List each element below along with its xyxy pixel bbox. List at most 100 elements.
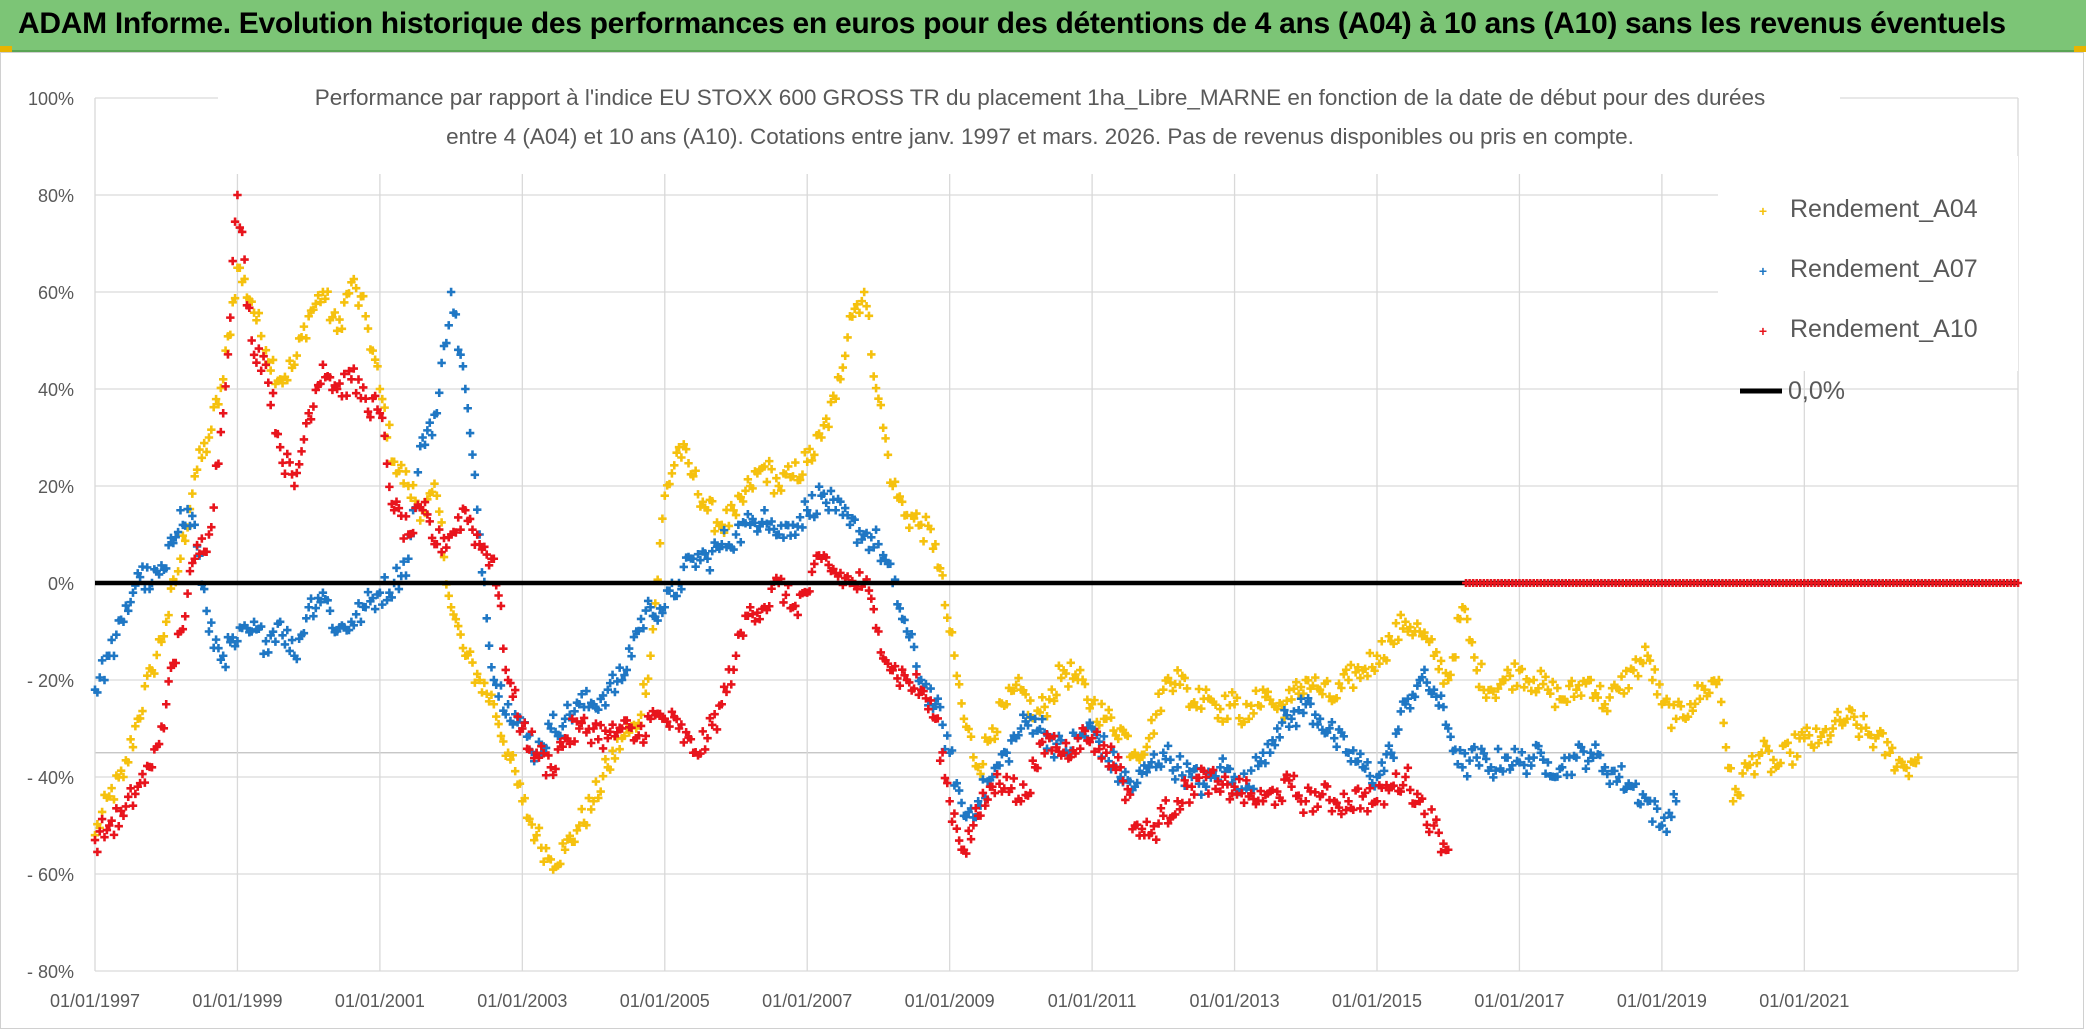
point-a04 bbox=[1118, 725, 1128, 735]
point-a10 bbox=[703, 734, 712, 743]
point-a04 bbox=[1676, 702, 1686, 711]
point-a10 bbox=[273, 429, 283, 439]
point-a04 bbox=[1311, 673, 1320, 682]
point-a07 bbox=[95, 673, 104, 682]
point-a04 bbox=[1600, 700, 1610, 709]
point-a07 bbox=[769, 524, 779, 534]
point-a04 bbox=[1080, 679, 1090, 689]
point-a04 bbox=[800, 448, 810, 457]
point-a10 bbox=[437, 547, 446, 557]
point-a07 bbox=[1332, 742, 1341, 752]
point-a10 bbox=[202, 547, 211, 557]
point-a10 bbox=[1337, 809, 1346, 819]
point-a10 bbox=[499, 644, 508, 653]
point-a10 bbox=[1299, 808, 1308, 817]
point-a04 bbox=[1847, 706, 1857, 715]
point-a10 bbox=[558, 742, 567, 751]
point-a10 bbox=[1258, 797, 1268, 806]
point-a10 bbox=[539, 749, 548, 758]
point-a04 bbox=[1816, 732, 1826, 741]
point-a04 bbox=[838, 363, 848, 372]
point-a07 bbox=[978, 775, 988, 784]
point-a04 bbox=[430, 479, 439, 488]
point-a04 bbox=[681, 445, 691, 454]
point-a10 bbox=[370, 391, 380, 401]
point-a10 bbox=[107, 816, 116, 825]
point-a10 bbox=[221, 382, 230, 391]
point-a04 bbox=[841, 351, 850, 361]
point-a04 bbox=[1650, 665, 1659, 674]
point-a10 bbox=[1121, 795, 1130, 805]
point-a07 bbox=[1230, 772, 1239, 782]
point-a07 bbox=[1382, 750, 1391, 759]
point-a04 bbox=[1828, 724, 1838, 733]
point-a07 bbox=[705, 566, 715, 575]
point-a04 bbox=[1489, 687, 1498, 696]
point-a04 bbox=[401, 467, 411, 476]
point-a10 bbox=[332, 384, 342, 394]
point-a04 bbox=[748, 484, 757, 493]
x-tick-label: 01/01/2005 bbox=[620, 991, 710, 1011]
point-a07 bbox=[304, 603, 313, 612]
point-a07 bbox=[261, 637, 271, 646]
point-a07 bbox=[489, 675, 499, 685]
point-a10 bbox=[603, 734, 612, 743]
point-a07 bbox=[1657, 821, 1667, 830]
point-a10 bbox=[520, 718, 529, 728]
point-a07 bbox=[1379, 766, 1389, 776]
point-a04 bbox=[1159, 685, 1168, 694]
point-a07 bbox=[1465, 756, 1474, 765]
point-a04 bbox=[1750, 770, 1759, 779]
point-a10 bbox=[807, 567, 817, 577]
point-a10 bbox=[1372, 797, 1382, 806]
point-a07 bbox=[1296, 694, 1306, 703]
point-a10 bbox=[921, 694, 931, 703]
point-a04 bbox=[1638, 658, 1648, 668]
point-a07 bbox=[154, 570, 164, 579]
point-a07 bbox=[548, 710, 558, 720]
point-a04 bbox=[1529, 675, 1538, 685]
point-a10 bbox=[259, 352, 268, 361]
point-a04 bbox=[1721, 743, 1731, 752]
point-a04 bbox=[1372, 651, 1382, 660]
point-a10 bbox=[119, 811, 128, 820]
point-a07 bbox=[643, 596, 653, 606]
point-a04 bbox=[1541, 672, 1550, 682]
point-a07 bbox=[741, 519, 750, 528]
point-a10 bbox=[252, 358, 261, 367]
point-a10 bbox=[1199, 766, 1208, 776]
point-a04 bbox=[1083, 695, 1092, 704]
x-tick-label: 01/01/2001 bbox=[335, 991, 425, 1011]
point-a10 bbox=[511, 685, 520, 695]
point-a10 bbox=[1173, 797, 1182, 806]
point-a10 bbox=[710, 709, 719, 719]
point-a04 bbox=[1190, 698, 1199, 707]
point-a04 bbox=[1398, 624, 1408, 633]
point-a04 bbox=[1897, 757, 1906, 767]
point-a07 bbox=[1144, 763, 1154, 772]
point-a04 bbox=[1384, 632, 1394, 641]
point-a10 bbox=[705, 713, 715, 723]
point-a10 bbox=[1009, 774, 1018, 783]
point-a07 bbox=[841, 503, 850, 513]
point-a04 bbox=[1790, 730, 1800, 739]
point-a04 bbox=[876, 400, 886, 410]
point-a10 bbox=[1161, 796, 1170, 805]
point-a04 bbox=[710, 526, 719, 536]
point-a04 bbox=[826, 397, 836, 407]
point-a04 bbox=[157, 637, 166, 647]
point-a10 bbox=[283, 449, 292, 459]
point-a10 bbox=[420, 497, 430, 507]
point-a04 bbox=[1232, 693, 1242, 703]
point-a04 bbox=[487, 690, 496, 700]
point-a07 bbox=[1584, 756, 1593, 766]
point-a07 bbox=[743, 510, 753, 519]
point-a07 bbox=[271, 637, 280, 646]
point-a07 bbox=[1163, 741, 1173, 751]
point-a04 bbox=[1614, 685, 1624, 694]
point-a04 bbox=[1318, 689, 1327, 699]
point-a07 bbox=[416, 441, 425, 451]
point-a07 bbox=[1268, 736, 1277, 745]
point-a10 bbox=[869, 604, 878, 614]
point-a04 bbox=[1066, 658, 1075, 667]
